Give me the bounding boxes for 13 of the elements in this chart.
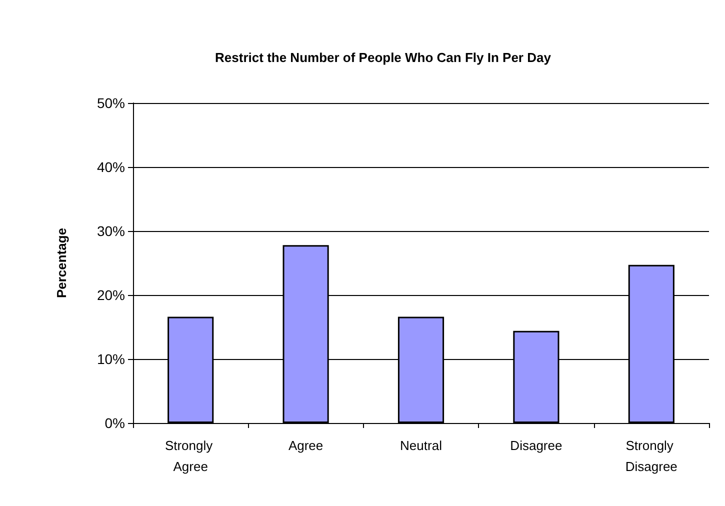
y-axis-title: Percentage bbox=[54, 228, 69, 298]
x-tick-label: Strongly Disagree bbox=[625, 438, 678, 474]
y-tick-label: 0% bbox=[104, 415, 125, 431]
x-tick-label: Disagree bbox=[510, 438, 562, 453]
y-tick-label: 30% bbox=[96, 223, 125, 239]
y-tick-label: 20% bbox=[96, 287, 125, 303]
x-tick-label: Agree bbox=[288, 438, 324, 453]
x-tick-label: Strongly Agree bbox=[164, 438, 216, 474]
chart-title: Restrict the Number of People Who Can Fly In Per Day bbox=[215, 50, 552, 65]
y-tick-label: 50% bbox=[96, 95, 125, 111]
x-tick-label: Neutral bbox=[400, 438, 442, 453]
y-tick-label: 10% bbox=[96, 351, 125, 367]
y-tick-label: 40% bbox=[96, 159, 125, 175]
